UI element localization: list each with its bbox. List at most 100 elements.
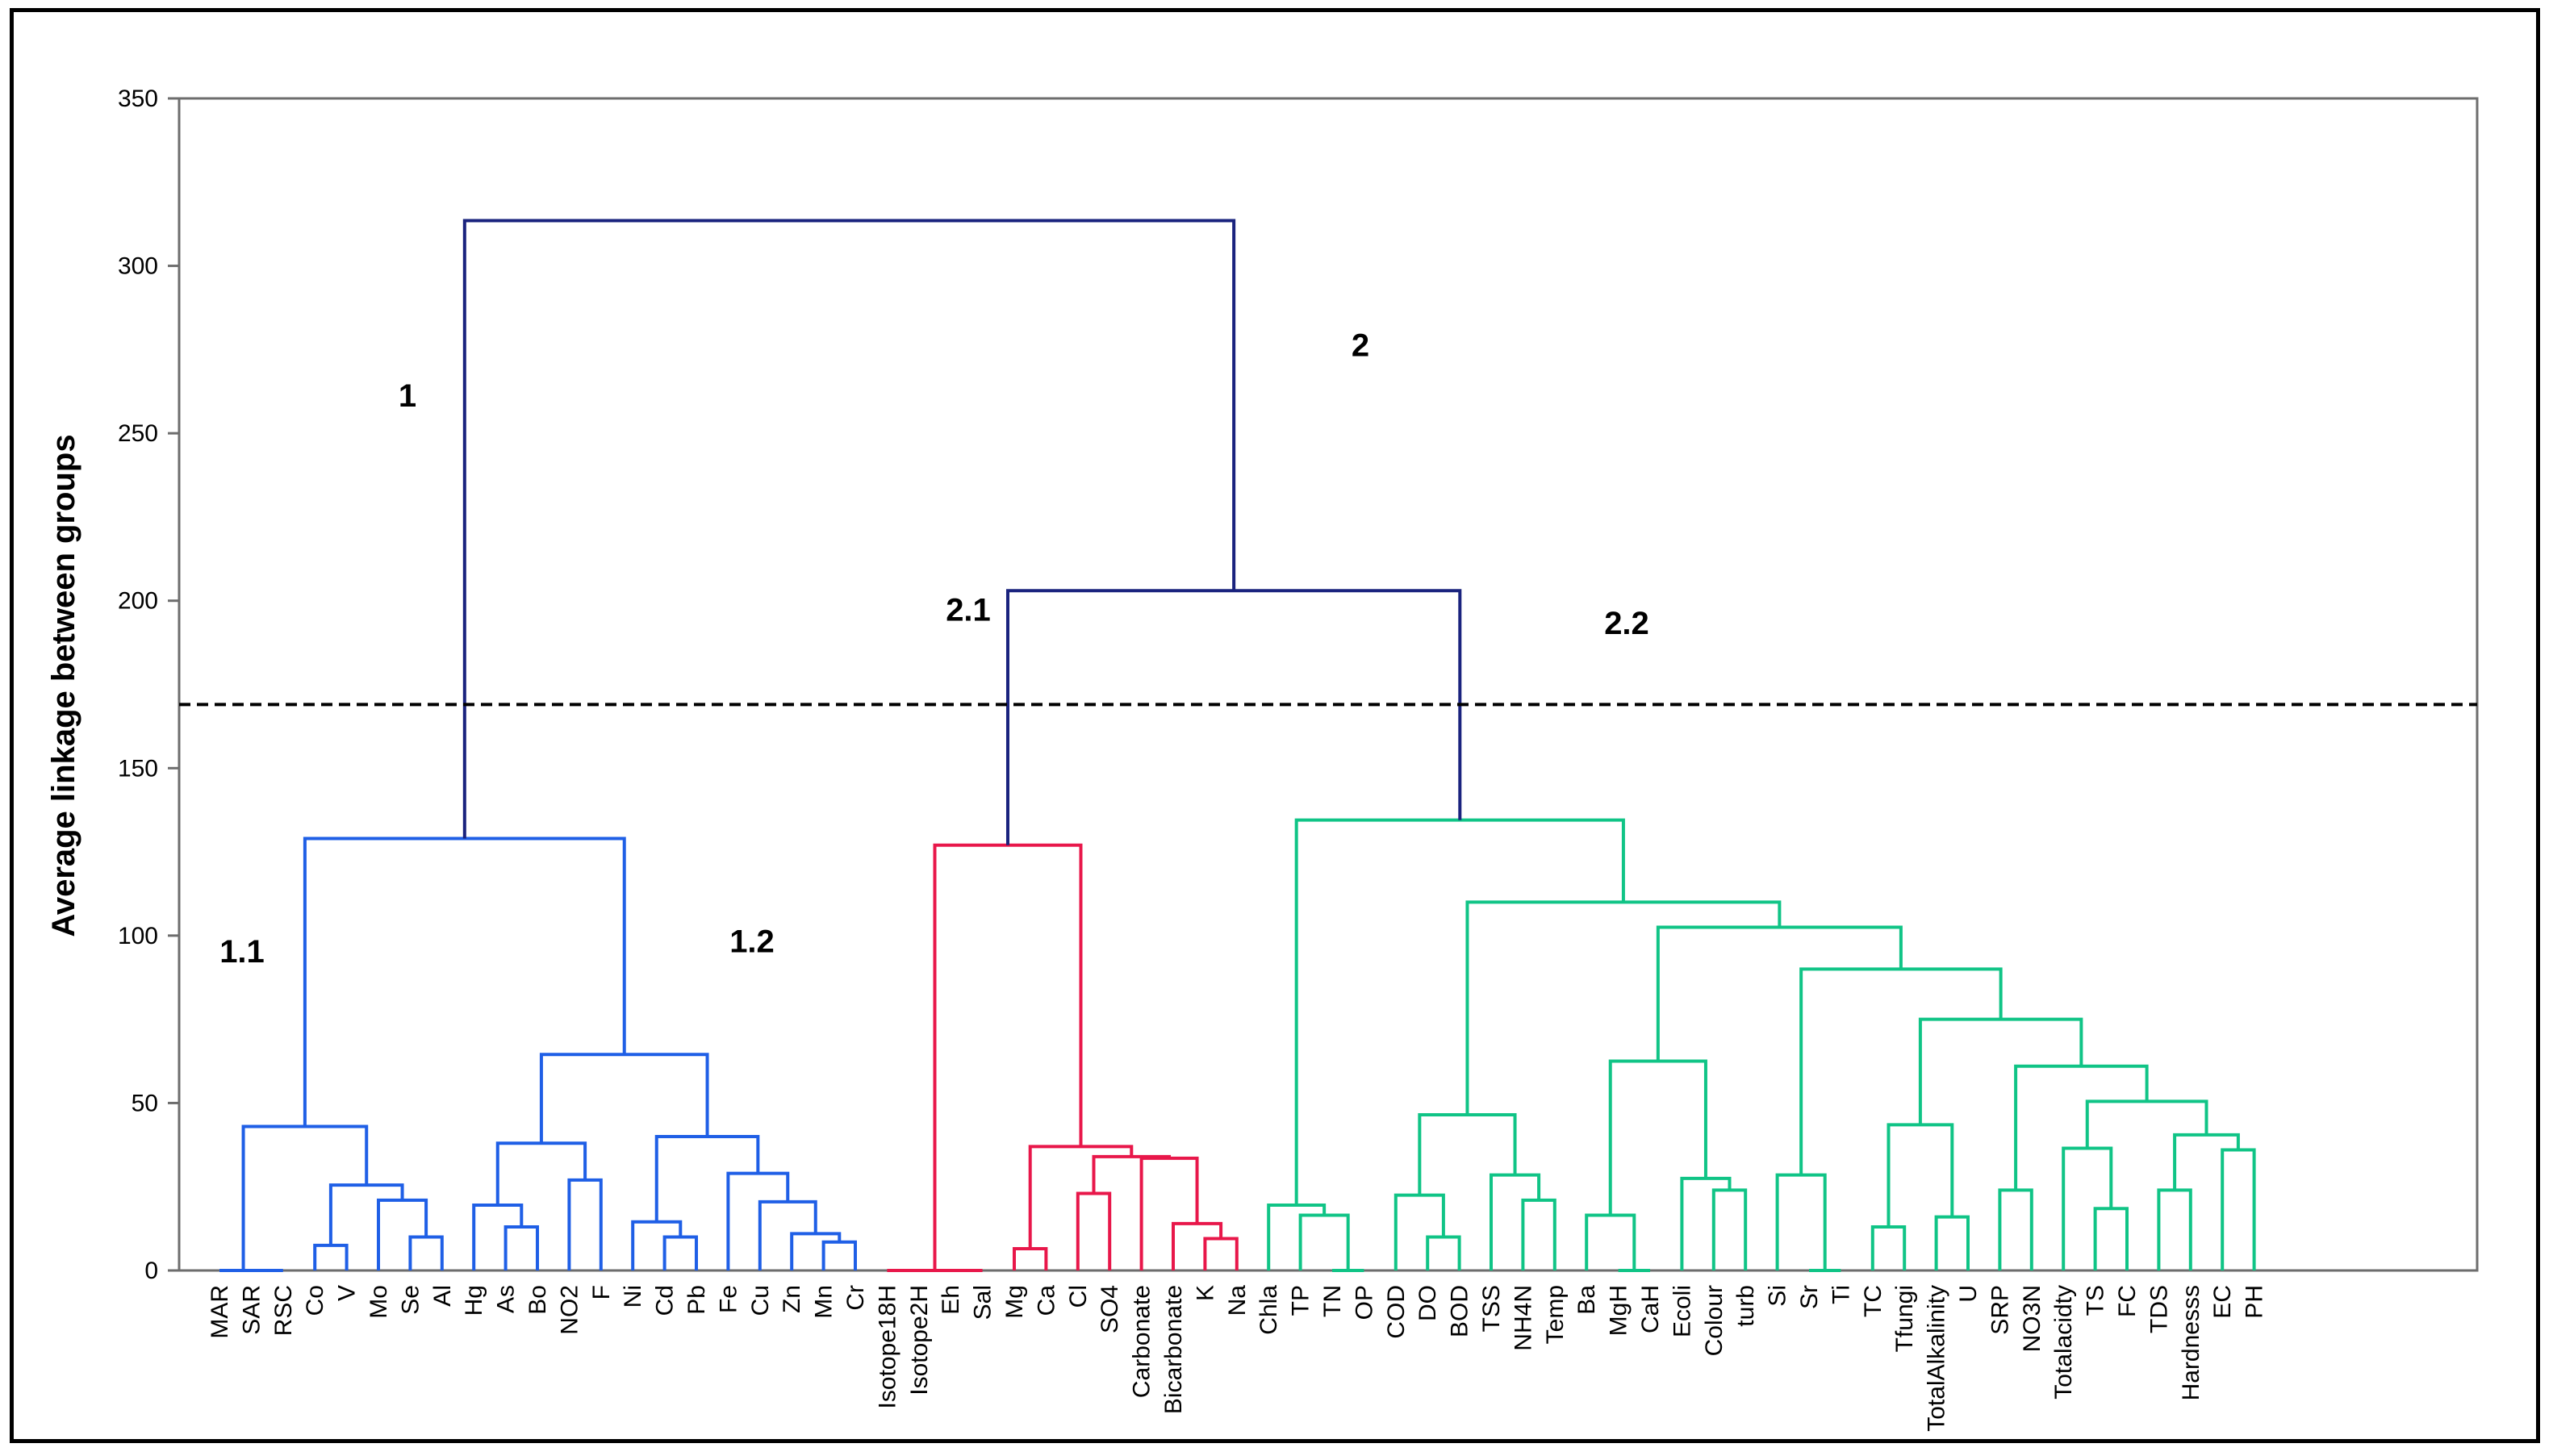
- dendrogram-link: [1521, 1198, 1556, 1270]
- dendrogram-link: [2157, 1188, 2192, 1270]
- plot-area: [178, 97, 2479, 1272]
- leaf-label: U: [1955, 1285, 1982, 1303]
- dendrogram-link: [821, 1240, 857, 1270]
- leaf-label: TN: [1319, 1285, 1346, 1317]
- y-tick-label: 300: [118, 253, 158, 280]
- leaf-label: TP: [1288, 1285, 1314, 1316]
- leaf-label: NO2: [556, 1285, 583, 1335]
- dendrogram-link: [933, 843, 1083, 1270]
- leaf-label: Zn: [779, 1285, 805, 1313]
- dendrogram-link: [408, 1235, 444, 1270]
- leaf-label: As: [493, 1285, 520, 1313]
- dendrogram-link: [1680, 1176, 1732, 1270]
- dendrogram-link: [1028, 1145, 1134, 1249]
- dendrogram-link: [1076, 1191, 1112, 1270]
- leaf-label: TotalAlkalinity: [1924, 1285, 1950, 1432]
- leaf-label: V: [334, 1285, 361, 1301]
- leaf-label: Fe: [715, 1285, 742, 1313]
- dendrogram-link: [1298, 1213, 1350, 1270]
- dendrogram-link: [2173, 1133, 2240, 1191]
- leaf-label: Sal: [970, 1285, 997, 1320]
- y-tick-label: 150: [118, 755, 158, 782]
- leaf-label: Mo: [366, 1285, 392, 1319]
- leaf-label: NO3N: [2019, 1285, 2045, 1352]
- dendrogram-link: [1918, 1017, 2083, 1125]
- dendrogram-link: [495, 1141, 587, 1206]
- leaf-label: PH: [2242, 1285, 2268, 1319]
- leaf-label: Pb: [683, 1285, 710, 1315]
- dendrogram-link: [539, 1053, 709, 1144]
- dendrogram-link: [662, 1235, 698, 1270]
- leaf-label: Tfungi: [1891, 1285, 1918, 1352]
- dendrogram-link: [1656, 925, 1903, 1062]
- leaf-label: SRP: [1987, 1285, 2013, 1335]
- dendrogram-link: [1418, 1112, 1517, 1195]
- leaf-label: Mg: [1001, 1285, 1028, 1319]
- leaf-label: Ba: [1573, 1285, 1600, 1315]
- dendrogram-link: [472, 1204, 524, 1270]
- dendrogram-link: [1490, 1173, 1541, 1270]
- leaf-label: Cu: [747, 1285, 774, 1316]
- leaf-label: Bicarbonate: [1160, 1285, 1187, 1414]
- leaf-label: SAR: [238, 1285, 265, 1335]
- y-tick-label: 200: [118, 588, 158, 615]
- leaf-label: Co: [302, 1285, 328, 1316]
- leaf-label: Sr: [1796, 1285, 1823, 1309]
- dendrogram-link: [1775, 1173, 1827, 1270]
- dendrogram-link: [1585, 1213, 1636, 1270]
- cluster-annotation: 1.2: [729, 924, 775, 960]
- dendrogram-link: [1006, 589, 1462, 845]
- leaf-label: FC: [2114, 1285, 2141, 1317]
- dendrogram-link: [726, 1171, 790, 1270]
- leaf-label: RSC: [270, 1285, 297, 1336]
- dendrogram-link: [1934, 1215, 1970, 1270]
- dendrogram-link: [1426, 1235, 1461, 1270]
- dendrogram-link: [567, 1178, 603, 1270]
- y-tick-label: 100: [118, 923, 158, 949]
- dendrogram-link: [2085, 1099, 2208, 1149]
- dendrogram-link: [462, 219, 1236, 839]
- leaf-label: Na: [1224, 1285, 1251, 1316]
- y-axis-label: Average linkage between groups: [46, 434, 81, 937]
- cluster-annotation: 2.1: [946, 593, 991, 628]
- leaf-label: Temp: [1542, 1285, 1569, 1344]
- leaf-label: Ti: [1828, 1285, 1854, 1304]
- y-tick-label: 50: [132, 1090, 158, 1116]
- leaf-label: CaH: [1637, 1285, 1664, 1333]
- dendrogram-link: [1172, 1221, 1223, 1270]
- dendrogram-link: [631, 1220, 683, 1270]
- dendrogram-link: [377, 1198, 428, 1270]
- leaf-label: F: [588, 1285, 615, 1300]
- leaf-label: Bo: [524, 1285, 551, 1315]
- leaf-label: Se: [397, 1285, 424, 1315]
- leaf-label: MAR: [207, 1285, 233, 1339]
- dendrogram-link: [2014, 1064, 2149, 1191]
- dendrogram-link: [1013, 1247, 1048, 1270]
- y-tick-label: 350: [118, 86, 158, 112]
- dendrogram-link: [1393, 1193, 1445, 1270]
- leaf-label: SO4: [1097, 1285, 1123, 1333]
- dendrogram-link: [1465, 900, 1782, 1115]
- dendrogram-link: [1887, 1123, 1954, 1228]
- dendrogram-link: [1799, 967, 2003, 1175]
- dendrogram-link: [1139, 1156, 1199, 1270]
- dendrogram-link: [503, 1225, 539, 1270]
- dendrogram-link: [1294, 818, 1625, 1206]
- leaf-label: Si: [1765, 1285, 1791, 1307]
- leaf-label: Hardnesss: [2178, 1285, 2204, 1400]
- leaf-label: TC: [1860, 1285, 1887, 1317]
- leaf-label: K: [1192, 1285, 1218, 1301]
- leaf-label: MgH: [1606, 1285, 1632, 1336]
- dendrogram-link: [1267, 1204, 1327, 1270]
- dendrogram-link: [313, 1243, 349, 1270]
- leaf-label: Eh: [938, 1285, 964, 1315]
- leaf-label: TDS: [2146, 1285, 2172, 1333]
- leaf-label: Hg: [461, 1285, 487, 1316]
- leaf-label: TSS: [1478, 1285, 1505, 1332]
- dendrogram-link: [2093, 1207, 2129, 1270]
- leaf-label: Ca: [1033, 1285, 1059, 1316]
- dendrogram-link: [2221, 1148, 2256, 1270]
- leaf-label: COD: [1383, 1285, 1410, 1339]
- leaf-label: Colour: [1701, 1285, 1728, 1356]
